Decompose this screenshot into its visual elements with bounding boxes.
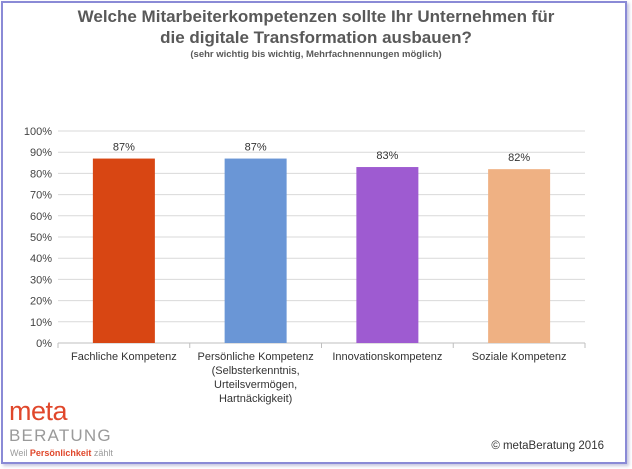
- y-tick-label: 80%: [30, 168, 52, 180]
- logo-tagline: Weil Persönlichkeit zählt: [10, 448, 113, 458]
- y-tick-label: 90%: [30, 147, 52, 159]
- chart-title-line2: die digitale Transformation ausbauen?: [160, 28, 472, 47]
- copyright: © metaBeratung 2016: [491, 440, 604, 452]
- logo-tagline-pre: Weil: [10, 448, 30, 458]
- y-tick-label: 40%: [30, 253, 52, 265]
- data-label-3: 83%: [376, 150, 398, 162]
- logo-beratung: BERATUNG: [9, 426, 112, 445]
- y-tick-label: 20%: [30, 296, 52, 308]
- y-tick-label: 70%: [30, 190, 52, 202]
- logo-meta: meta: [9, 396, 68, 426]
- y-tick-label: 30%: [30, 274, 52, 286]
- x-tick-label: Fachliche Kompetenz: [71, 351, 177, 363]
- y-tick-label: 0%: [36, 338, 52, 350]
- bar-3: [356, 167, 419, 343]
- bar-4: [488, 169, 551, 343]
- data-label-4: 82%: [508, 152, 530, 164]
- x-tick-label: (Selbsterkenntnis,: [212, 365, 300, 377]
- x-tick-label: Urteilsvermögen,: [214, 379, 297, 391]
- data-label-1: 87%: [113, 142, 135, 154]
- y-tick-label: 10%: [30, 317, 52, 329]
- chart-subtitle: (sehr wichtig bis wichtig, Mehrfachnennu…: [190, 49, 442, 60]
- x-tick-label: Soziale Kompetenz: [472, 351, 567, 363]
- x-tick-label: Innovationskompetenz: [332, 351, 442, 363]
- chart-title-line1: Welche Mitarbeiterkompetenzen sollte Ihr…: [77, 7, 555, 26]
- x-tick-label: Persönliche Kompetenz: [198, 351, 314, 363]
- bar-2: [224, 158, 287, 343]
- logo-tagline-highlight: Persönlichkeit: [29, 448, 92, 458]
- x-tick-label: Hartnäckigkeit): [219, 393, 292, 405]
- logo-tagline-post: zählt: [91, 448, 113, 458]
- y-tick-label: 60%: [30, 211, 52, 223]
- y-tick-label: 100%: [24, 126, 52, 138]
- y-tick-label: 50%: [30, 232, 52, 244]
- bar-1: [92, 158, 155, 343]
- data-label-2: 87%: [245, 142, 267, 154]
